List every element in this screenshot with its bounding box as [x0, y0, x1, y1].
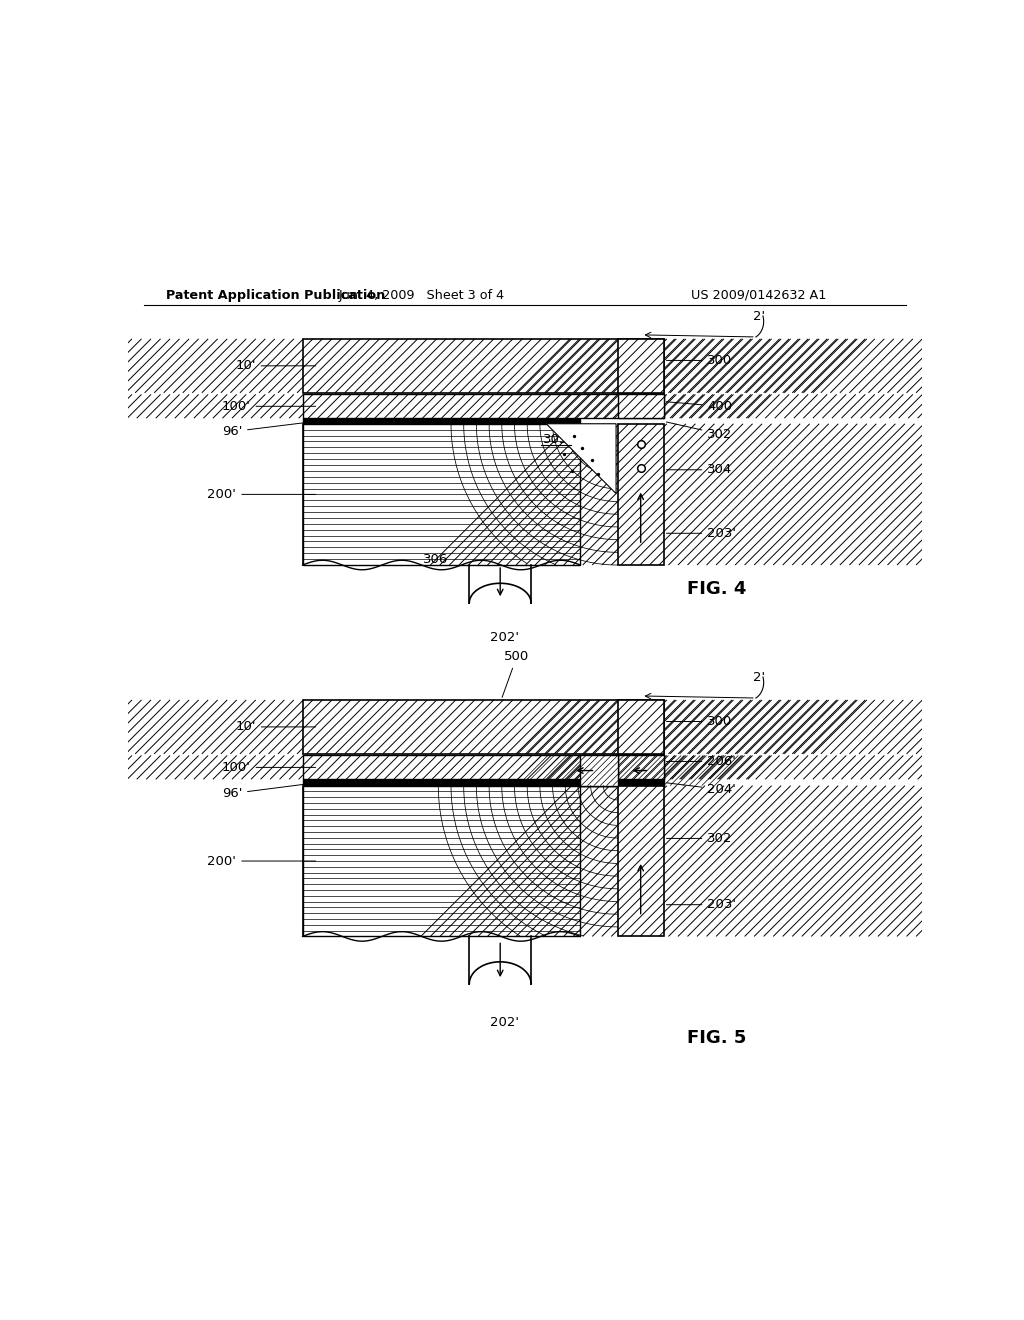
Text: 200': 200'	[207, 854, 315, 867]
Text: Jun. 4, 2009   Sheet 3 of 4: Jun. 4, 2009 Sheet 3 of 4	[339, 289, 505, 302]
Text: 202': 202'	[489, 1016, 519, 1028]
Text: 300: 300	[667, 715, 732, 729]
Text: 302: 302	[667, 832, 733, 845]
Text: 10': 10'	[236, 721, 315, 734]
Text: 400: 400	[667, 400, 732, 413]
Bar	[617, 785, 664, 936]
Text: 300: 300	[667, 354, 732, 367]
Text: 302: 302	[667, 422, 733, 441]
Text: 2': 2'	[754, 310, 766, 323]
Text: US 2009/0142632 A1: US 2009/0142632 A1	[691, 289, 826, 302]
Text: FIG. 4: FIG. 4	[687, 579, 746, 598]
Text: 304: 304	[667, 463, 732, 477]
Bar	[303, 339, 664, 393]
Bar	[303, 395, 664, 418]
Bar	[580, 755, 617, 785]
Bar	[617, 700, 664, 754]
Text: FIG. 5: FIG. 5	[687, 1030, 746, 1047]
Bar	[617, 339, 664, 393]
Text: 306: 306	[423, 553, 449, 566]
Text: 96': 96'	[221, 783, 315, 800]
Bar	[617, 424, 664, 565]
Text: 200': 200'	[207, 488, 315, 500]
Text: 203': 203'	[667, 898, 736, 911]
Text: 10': 10'	[236, 359, 315, 372]
Bar	[303, 755, 664, 779]
Bar	[303, 700, 664, 754]
Bar	[303, 779, 664, 785]
Text: 203': 203'	[667, 527, 736, 540]
Bar	[617, 755, 664, 779]
Text: 96': 96'	[221, 421, 315, 438]
Bar	[580, 755, 617, 785]
Text: 100': 100'	[221, 760, 315, 774]
Text: 202': 202'	[489, 631, 519, 644]
Text: 2': 2'	[754, 671, 766, 684]
Bar	[303, 418, 581, 424]
Text: 500: 500	[502, 649, 529, 697]
Text: 305: 305	[543, 433, 568, 446]
Bar	[303, 424, 581, 565]
Text: 206': 206'	[667, 755, 736, 768]
Polygon shape	[546, 424, 616, 494]
Bar	[617, 395, 664, 418]
Text: 204': 204'	[667, 783, 736, 796]
Bar	[303, 785, 581, 936]
Text: Patent Application Publication: Patent Application Publication	[166, 289, 385, 302]
Text: 100': 100'	[221, 400, 315, 413]
